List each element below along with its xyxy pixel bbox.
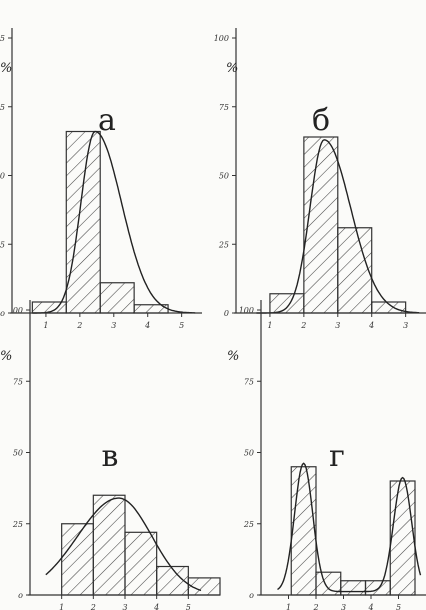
y-tick-label-3-1: о (18, 591, 23, 600)
y-tick-label-3-5: 00 (13, 306, 23, 315)
y-tick-label-4-3: 50 (244, 449, 254, 458)
fitted-curve-2 (256, 139, 420, 314)
fitted-curve-4 (277, 462, 422, 593)
fitted-curve-1 (32, 130, 196, 314)
fitted-curve-3 (45, 497, 202, 592)
x-tick-label-1-4: 4 (144, 321, 150, 330)
panel-2: 0 25 50 75 100 1 2 3 4 3% б (214, 28, 426, 330)
x-tick-label-4-3: 3 (341, 603, 346, 610)
bar-4-5 (389, 480, 416, 596)
y-tick-label-2-3: 50 (219, 172, 229, 181)
x-tick-label-2-3: 3 (335, 321, 340, 330)
x-tick-label-3-4: 4 (153, 603, 159, 610)
x-tick-label-1-3: 3 (111, 321, 116, 330)
y-tick-label-1-1: о (0, 309, 5, 318)
x-tick-label-1-5: 5 (179, 321, 184, 330)
bar-4-3 (340, 580, 367, 596)
bar-3-2 (92, 494, 126, 596)
x-tick-label-4-1: 1 (286, 603, 291, 610)
x-tick-label-2-4: 4 (368, 321, 374, 330)
x-tick-label-2-1: 1 (267, 321, 272, 330)
panel-title-4: г (329, 439, 345, 474)
bar-1-2 (65, 130, 101, 314)
unit-label-3: % (0, 349, 12, 364)
y-tick-label-3-2: 25 (12, 520, 23, 529)
x-tick-label-3-5: 5 (186, 603, 191, 610)
y-tick-label-2-2: 25 (218, 240, 229, 249)
bar-3-1 (61, 523, 94, 596)
bar-2-1 (269, 293, 305, 314)
y-tick-label-1-2: 5 (0, 240, 5, 249)
y-tick-label-4-1: о (249, 591, 254, 600)
y-tick-label-1-4: 5 (0, 103, 5, 112)
y-tick-label-3-3: 50 (13, 449, 23, 458)
bar-2-2 (303, 136, 339, 314)
y-tick-label-2-5: 100 (214, 34, 229, 43)
x-tick-label-1-2: 2 (76, 321, 82, 330)
y-tick-label-1-3: 0 (0, 172, 5, 181)
y-tick-label-4-4: 75 (244, 377, 254, 386)
x-tick-label-2-2: 2 (300, 321, 306, 330)
bar-2-3 (337, 227, 373, 314)
bar-3-3 (124, 531, 158, 596)
panel-4: о 25 50 75 100 1 2 3 4 5% г (227, 300, 426, 610)
unit-label-1: % (0, 61, 12, 76)
y-tick-label-4-2: 25 (243, 520, 254, 529)
x-tick-label-3-1: 1 (59, 603, 64, 610)
x-tick-label-4-5: 5 (396, 603, 401, 610)
x-tick-label-4-2: 2 (312, 603, 318, 610)
x-tick-label-4-4: 4 (367, 603, 373, 610)
y-tick-label-2-1: 0 (224, 309, 229, 318)
x-tick-label-1-1: 1 (43, 321, 48, 330)
panel-title-1: а (98, 103, 116, 138)
x-tick-label-3-3: 3 (122, 603, 127, 610)
y-tick-label-1-5: 5 (0, 34, 5, 43)
panel-title-2: б (312, 103, 330, 138)
bar-4-1 (290, 466, 317, 596)
bar-1-3 (99, 282, 135, 314)
x-tick-label-2-5: 3 (403, 321, 408, 330)
unit-label-4: % (227, 349, 239, 364)
y-tick-label-4-5: 100 (239, 306, 254, 315)
y-tick-label-2-4: 75 (219, 103, 229, 112)
unit-label-2: % (226, 61, 238, 76)
panel-1: о 5 0 5 5 1 2 3 4 5% а (0, 28, 202, 330)
x-tick-label-3-2: 2 (90, 603, 96, 610)
y-tick-label-3-4: 75 (13, 377, 23, 386)
panel-title-3: в (102, 439, 119, 474)
